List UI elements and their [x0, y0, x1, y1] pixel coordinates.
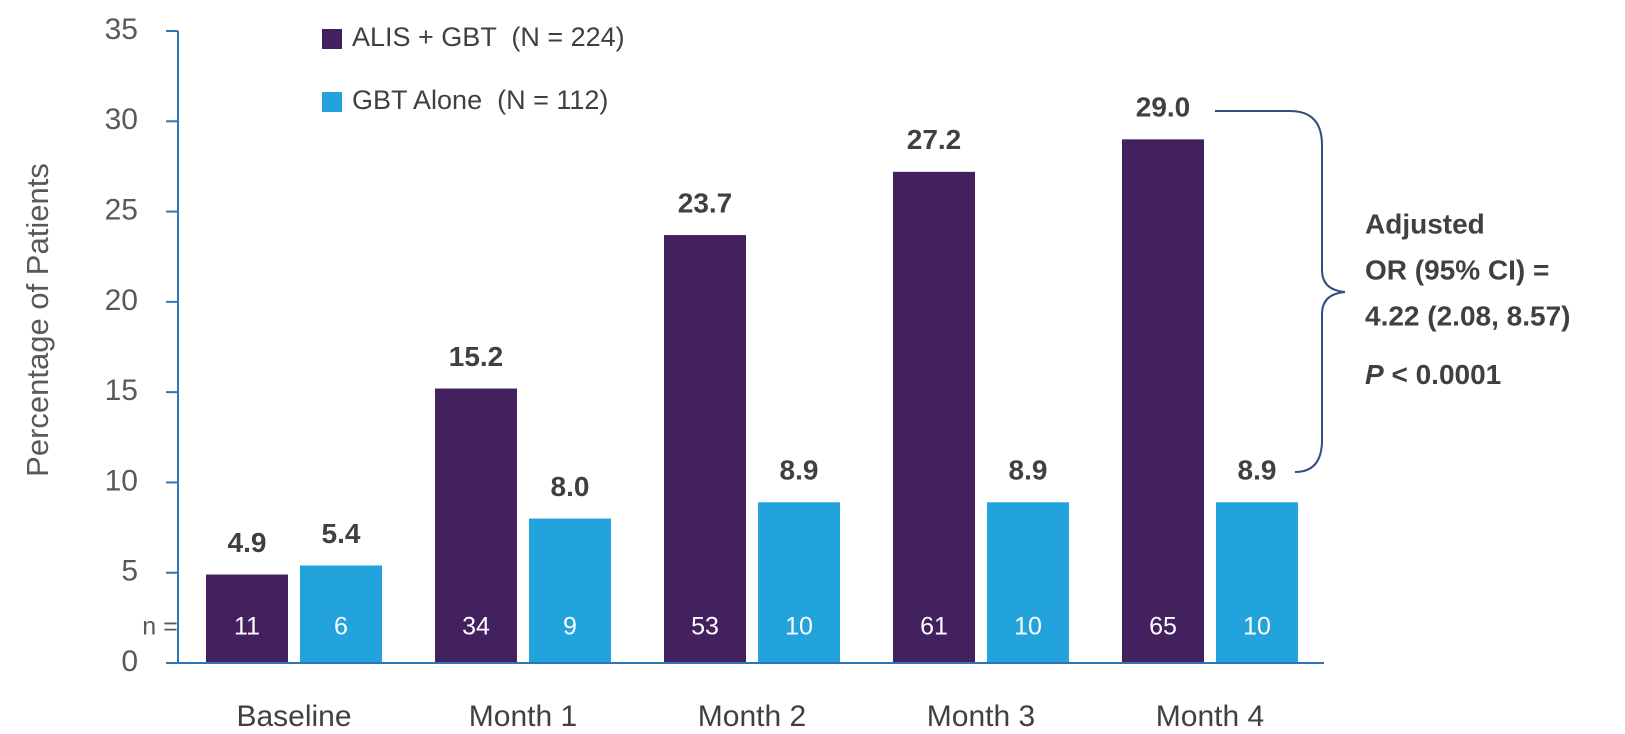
legend-label: GBT Alone (N = 112) [352, 85, 608, 115]
bar [987, 502, 1069, 663]
n-count: 34 [462, 613, 490, 641]
bar [758, 502, 840, 663]
bar [1122, 139, 1204, 664]
value-label: 27.2 [907, 124, 962, 155]
x-tick-label: Month 1 [469, 700, 577, 733]
p-symbol: P [1365, 359, 1384, 390]
p-value: P < 0.0001 [1365, 359, 1501, 390]
y-tick-label: 25 [105, 193, 138, 226]
y-tick-label: 5 [121, 555, 138, 588]
p-text: < 0.0001 [1384, 359, 1502, 390]
legend-label: ALIS + GBT (N = 224) [352, 22, 625, 52]
bar [529, 518, 611, 663]
bar [1216, 502, 1298, 663]
n-count: 53 [691, 613, 719, 641]
n-count: 6 [334, 613, 348, 641]
n-count: 10 [1243, 613, 1271, 641]
x-tick-label: Month 2 [698, 700, 806, 733]
legend-swatch [322, 92, 342, 112]
value-label: 5.4 [322, 518, 361, 549]
n-count: 61 [920, 613, 948, 641]
brace [1215, 110, 1346, 473]
annotation-line: OR (95% CI) = [1365, 254, 1549, 285]
n-count: 11 [234, 613, 260, 641]
y-tick-label: 10 [105, 464, 138, 497]
n-label: n = [142, 613, 177, 641]
n-count: 65 [1149, 613, 1177, 641]
value-label: 8.9 [1009, 455, 1048, 486]
bar [893, 171, 975, 664]
x-tick-label: Month 3 [927, 700, 1035, 733]
annotation-line: Adjusted [1365, 208, 1485, 239]
y-axis-label: Percentage of Patients [20, 163, 55, 477]
bar [300, 565, 382, 663]
legend-swatch [322, 29, 342, 49]
bar [206, 574, 288, 663]
bar [664, 235, 746, 663]
value-label: 23.7 [678, 187, 733, 218]
bar [435, 388, 517, 663]
value-label: 29.0 [1136, 92, 1191, 123]
value-label: 8.9 [1238, 455, 1277, 486]
annotation-line: 4.22 (2.08, 8.57) [1365, 300, 1570, 331]
y-tick-label: 30 [105, 103, 138, 136]
value-label: 8.0 [551, 471, 590, 502]
value-label: 4.9 [228, 527, 267, 558]
y-tick-label: 35 [105, 13, 138, 46]
y-tick-label: 15 [105, 374, 138, 407]
value-label: 8.9 [780, 455, 819, 486]
n-count: 9 [563, 613, 577, 641]
x-tick-label: Month 4 [1156, 700, 1264, 733]
n-count: 10 [785, 613, 813, 641]
y-tick-label: 20 [105, 284, 138, 317]
value-label: 15.2 [449, 341, 504, 372]
n-count: 10 [1014, 613, 1042, 641]
y-tick-label: 0 [121, 645, 138, 678]
x-tick-label: Baseline [236, 700, 351, 733]
